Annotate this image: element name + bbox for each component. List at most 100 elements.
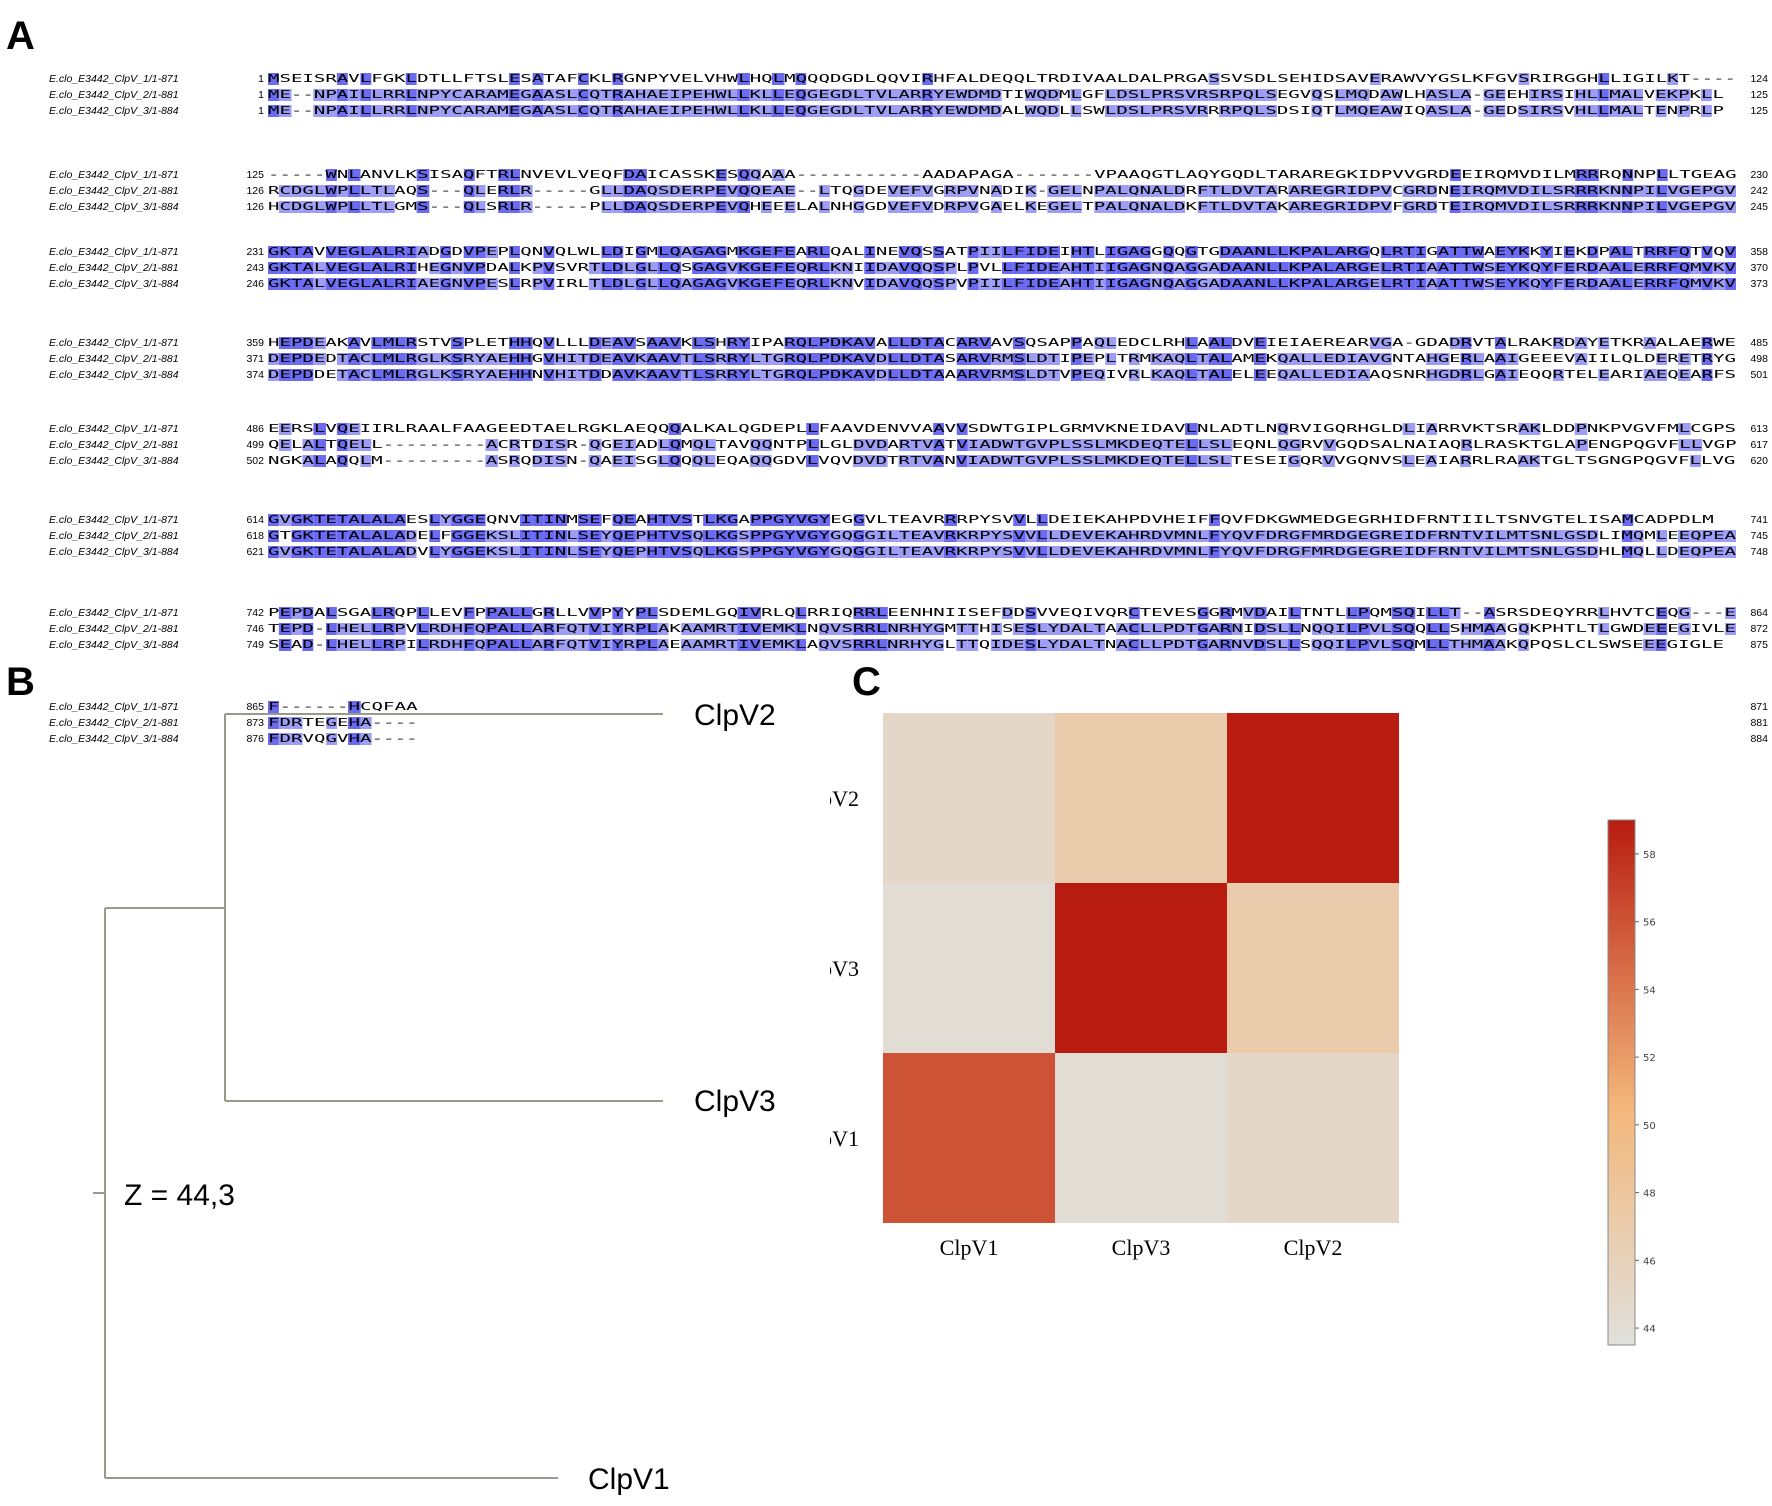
sequence-residues: DEPDDETACLMLRGLKSRYAEHHNVHITDDAVKAAVTLSR… bbox=[268, 367, 1736, 383]
sequence-name: E.clo_E3442_ClpV_1/1-871 bbox=[49, 423, 179, 435]
sequence-residues: FDRVQGVHA---- bbox=[268, 731, 1736, 747]
heatmap-y-label: ClpV3 bbox=[830, 956, 859, 981]
sequence-residues: GVGKTETALALAESLYGGEQNVITINMSEFQEAHTVSTLK… bbox=[268, 512, 1736, 528]
sequence-start-position: 125 bbox=[246, 169, 264, 181]
heatmap-cell bbox=[1227, 713, 1399, 883]
heatmap-cell bbox=[1055, 713, 1227, 883]
sequence-residues: EERSLVQEIIRLRAALFAAGEEDTAELRGKLAEQQQALKA… bbox=[268, 421, 1736, 437]
sequence-start-position: 1 bbox=[258, 105, 264, 117]
heatmap-y-label: ClpV2 bbox=[830, 786, 859, 811]
sequence-name: E.clo_E3442_ClpV_1/1-871 bbox=[49, 607, 179, 619]
colorbar-tick-label: 58 bbox=[1643, 850, 1656, 861]
sequence-residues: HEPDEAKAVLMLRSTVSPLETHHQVLLLDEAVSAAVKLSH… bbox=[268, 335, 1736, 351]
sequence-start-position: 231 bbox=[246, 246, 264, 258]
sequence-end-position: 125 bbox=[1750, 105, 1768, 117]
colorbar-tick-label: 46 bbox=[1643, 1256, 1656, 1267]
sequence-text: DEPDDETACLMLRGLKSRYAEHHNVHITDDAVKAAVTLSR… bbox=[268, 369, 1736, 381]
sequence-name: E.clo_E3442_ClpV_2/1-881 bbox=[49, 185, 179, 197]
sequence-residues: FDRTEGEHA---- bbox=[268, 715, 1736, 731]
alignment-block: E.clo_E3442_ClpV_1/1-871 742 PEPDALSGALRQP… bbox=[0, 605, 1772, 661]
sequence-name: E.clo_E3442_ClpV_3/1-884 bbox=[49, 278, 179, 290]
heatmap-cell bbox=[883, 883, 1055, 1053]
tree-label-clpv3: ClpV3 bbox=[694, 1085, 776, 1118]
sequence-name: E.clo_E3442_ClpV_1/1-871 bbox=[49, 514, 179, 526]
sequence-text: DEPDEDTACLMLRGLKSRYAEHHGVHITDEAVKAAVTLSR… bbox=[268, 353, 1736, 365]
sequence-residues: SEAD-LHELLRPILRDHFQPALLARFQTVIYRPLAEAAMR… bbox=[268, 637, 1736, 653]
phylogenetic-tree: ClpV2 ClpV3 ClpV1 Z = 44,3 bbox=[93, 699, 776, 1496]
alignment-row: E.clo_E3442_ClpV_3/1-884 749 SEAD-LHELLRPI… bbox=[0, 637, 1772, 653]
sequence-text: F------HCQFAA bbox=[268, 701, 418, 713]
sequence-name: E.clo_E3442_ClpV_2/1-881 bbox=[49, 262, 179, 274]
sequence-start-position: 742 bbox=[246, 607, 264, 619]
sequence-end-position: 617 bbox=[1750, 439, 1768, 451]
sequence-name: E.clo_E3442_ClpV_1/1-871 bbox=[49, 337, 179, 349]
sequence-text: QELALTQELL---------ACRTDISR-QGEIADLQMQLT… bbox=[268, 439, 1736, 451]
sequence-name: E.clo_E3442_ClpV_3/1-884 bbox=[49, 369, 179, 381]
heatmap-cells bbox=[883, 713, 1399, 1223]
alignment-row: E.clo_E3442_ClpV_2/1-881 873 FDRTEGEHA----… bbox=[0, 715, 1772, 731]
panel-a-alignment: A E.clo_E3442_ClpV_1/1-871 1 MSEISRAVLFGKL… bbox=[0, 0, 1772, 745]
sequence-name: E.clo_E3442_ClpV_3/1-884 bbox=[49, 733, 179, 745]
alignment-row: E.clo_E3442_ClpV_1/1-871 865 F------HCQFAA… bbox=[0, 699, 1772, 715]
sequence-text: -----WNLANVLKSISAQFTRLNVEVLVEQFDAICASSKE… bbox=[268, 169, 1736, 181]
sequence-residues: DEPDEDTACLMLRGLKSRYAEHHGVHITDEAVKAAVTLSR… bbox=[268, 351, 1736, 367]
sequence-end-position: 498 bbox=[1750, 353, 1768, 365]
sequence-end-position: 613 bbox=[1750, 423, 1768, 435]
sequence-text: SEAD-LHELLRPILRDHFQPALLARFQTVIYRPLAEAAMR… bbox=[268, 639, 1724, 651]
colorbar-tick-label: 54 bbox=[1643, 985, 1656, 996]
alignment-block: E.clo_E3442_ClpV_1/1-871 1 MSEISRAVLFGKLDT… bbox=[0, 71, 1772, 127]
panel-c-heatmap: C ClpV1 ClpV3 ClpV2 ClpV2 ClpV3 ClpV1 44 46 48… bbox=[830, 660, 1772, 1506]
sequence-text: NGKALAQQLM---------ASRQDISN-QAEISGLQQQLE… bbox=[268, 455, 1736, 467]
alignment-row: E.clo_E3442_ClpV_1/1-871 1 MSEISRAVLFGKLDT… bbox=[0, 71, 1772, 87]
sequence-name: E.clo_E3442_ClpV_2/1-881 bbox=[49, 717, 179, 729]
sequence-end-position: 745 bbox=[1750, 530, 1768, 542]
sequence-residues: ME--NPAILLRRLNPYCARAMEGAASLCQTRAHAEIPEHW… bbox=[268, 103, 1736, 119]
alignment-row: E.clo_E3442_ClpV_1/1-871 125 -----WNLANVLK… bbox=[0, 167, 1772, 183]
sequence-residues: GTGKTETALALADELFGGEKSLITINLSEYQEPHTVSQLK… bbox=[268, 528, 1736, 544]
sequence-end-position: 864 bbox=[1750, 607, 1768, 619]
sequence-end-position: 620 bbox=[1750, 455, 1768, 467]
sequence-text: GVGKTETALALAESLYGGEQNVITINMSEFQEAHTVSTLK… bbox=[268, 514, 1714, 526]
alignment-row: E.clo_E3442_ClpV_3/1-884 374 DEPDDETACLMLR… bbox=[0, 367, 1772, 383]
sequence-name: E.clo_E3442_ClpV_1/1-871 bbox=[49, 701, 179, 713]
sequence-end-position: 125 bbox=[1750, 89, 1768, 101]
sequence-residues: HCDGLWPLLTLGMS---QLSRLR-----PLLDAQSDERPE… bbox=[268, 199, 1736, 215]
alignment-block: E.clo_E3442_ClpV_1/1-871 359 HEPDEAKAVLMLR… bbox=[0, 335, 1772, 391]
heatmap-cell bbox=[1227, 1053, 1399, 1223]
tree-z-label: Z = 44,3 bbox=[124, 1179, 235, 1212]
sequence-end-position: 872 bbox=[1750, 623, 1768, 635]
sequence-text: GKTALVEGLALRIAEGNVPESLRPVIRLTLDLGLLQAGAG… bbox=[268, 278, 1736, 290]
sequence-end-position: 884 bbox=[1750, 733, 1768, 745]
sequence-residues: TEPD-LHELLRPVLRDHFQPALLARFQTVIYRPLAKAAMR… bbox=[268, 621, 1736, 637]
sequence-text: ME--NPAILLRRLNPYCARAMEGAASLCQTRAHAEIPEHW… bbox=[268, 89, 1724, 101]
sequence-residues: GVGKTETALALADVLYGGEKSLITINLSEYQEPHTVSQLK… bbox=[268, 544, 1736, 560]
sequence-end-position: 881 bbox=[1750, 717, 1768, 729]
sequence-name: E.clo_E3442_ClpV_3/1-884 bbox=[49, 105, 179, 117]
alignment-block: E.clo_E3442_ClpV_1/1-871 486 EERSLVQEIIRLR… bbox=[0, 421, 1772, 477]
sequence-end-position: 875 bbox=[1750, 639, 1768, 651]
sequence-end-position: 230 bbox=[1750, 169, 1768, 181]
sequence-start-position: 126 bbox=[246, 185, 264, 197]
heatmap-cell bbox=[1227, 883, 1399, 1053]
sequence-start-position: 865 bbox=[246, 701, 264, 713]
sequence-end-position: 358 bbox=[1750, 246, 1768, 258]
alignment-row: E.clo_E3442_ClpV_2/1-881 371 DEPDEDTACLMLR… bbox=[0, 351, 1772, 367]
sequence-start-position: 1 bbox=[258, 73, 264, 85]
heatmap-x-label: ClpV3 bbox=[1112, 1235, 1171, 1260]
heatmap-x-labels: ClpV1 ClpV3 ClpV2 bbox=[940, 1235, 1343, 1260]
sequence-start-position: 486 bbox=[246, 423, 264, 435]
alignment-block: E.clo_E3442_ClpV_1/1-871 231 GKTAVVEGLALRI… bbox=[0, 244, 1772, 300]
alignment-row: E.clo_E3442_ClpV_1/1-871 614 GVGKTETALALAE… bbox=[0, 512, 1772, 528]
sequence-end-position: 373 bbox=[1750, 278, 1768, 290]
sequence-start-position: 873 bbox=[246, 717, 264, 729]
sequence-start-position: 243 bbox=[246, 262, 264, 274]
panel-letter-b: B bbox=[6, 660, 35, 704]
sequence-name: E.clo_E3442_ClpV_3/1-884 bbox=[49, 455, 179, 467]
sequence-residues: PEPDALSGALRQPLLEVFPPALLGRLLVVPYYPLSDEMLG… bbox=[268, 605, 1736, 621]
heatmap-cell bbox=[1055, 883, 1227, 1053]
sequence-end-position: 245 bbox=[1750, 201, 1768, 213]
sequence-start-position: 359 bbox=[246, 337, 264, 349]
sequence-start-position: 371 bbox=[246, 353, 264, 365]
colorbar-tick-label: 48 bbox=[1643, 1189, 1656, 1200]
sequence-end-position: 485 bbox=[1750, 337, 1768, 349]
